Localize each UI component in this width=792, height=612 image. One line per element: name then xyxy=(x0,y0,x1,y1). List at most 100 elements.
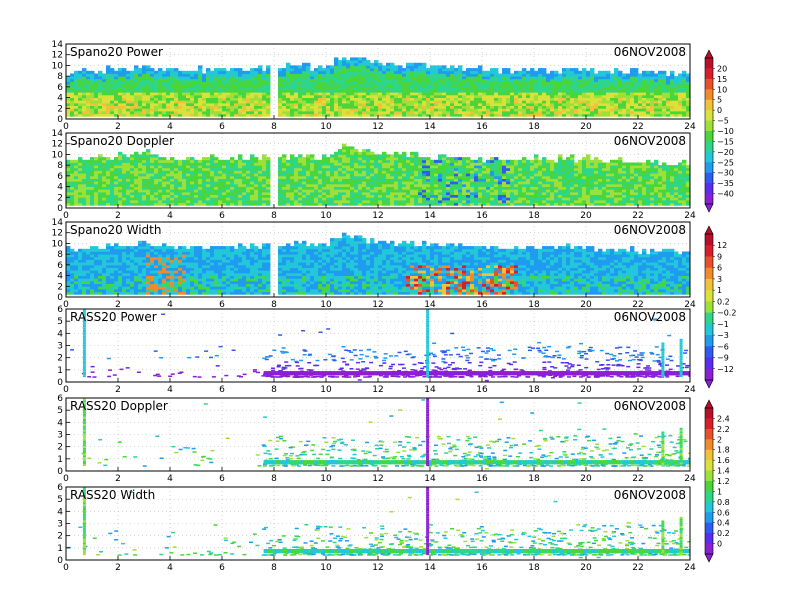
data-cell xyxy=(334,191,339,195)
data-cell xyxy=(106,167,111,171)
data-cell xyxy=(462,173,467,177)
data-cell xyxy=(158,97,163,101)
data-cell xyxy=(302,173,307,177)
data-cell xyxy=(290,108,295,112)
data-cell xyxy=(346,70,351,74)
data-cell xyxy=(526,100,531,104)
data-cell xyxy=(482,165,487,169)
data-cell xyxy=(474,202,479,206)
data-cell xyxy=(78,84,83,88)
data-cell xyxy=(490,175,495,179)
data-cell xyxy=(66,175,71,179)
data-cell xyxy=(398,181,403,185)
data-cell xyxy=(146,81,151,85)
data-cell xyxy=(514,73,519,77)
data-cell xyxy=(230,100,235,104)
data-cell xyxy=(294,194,299,198)
data-cell xyxy=(510,97,515,101)
data-cell xyxy=(378,200,383,204)
data-cell xyxy=(490,68,495,72)
data-cell xyxy=(406,167,411,171)
data-cell xyxy=(334,194,339,198)
data-cell xyxy=(98,89,103,93)
data-cell xyxy=(286,159,291,163)
data-cell xyxy=(118,186,123,190)
data-cell xyxy=(318,183,323,187)
data-cell xyxy=(434,89,439,93)
data-cell xyxy=(502,202,507,206)
data-cell xyxy=(102,76,107,80)
data-cell xyxy=(442,181,447,185)
data-cell xyxy=(438,105,443,109)
data-cell xyxy=(74,84,79,88)
data-cell xyxy=(662,111,667,115)
data-cell xyxy=(498,102,503,106)
data-cell xyxy=(266,86,271,90)
data-cell xyxy=(90,97,95,101)
data-cell xyxy=(434,70,439,74)
data-cell xyxy=(138,175,143,179)
data-cell xyxy=(314,102,319,106)
data-cell xyxy=(498,175,503,179)
data-cell xyxy=(74,200,79,204)
data-cell xyxy=(510,108,515,112)
data-cell xyxy=(406,81,411,85)
data-cell xyxy=(90,159,95,163)
data-cell xyxy=(514,191,519,195)
data-cell xyxy=(246,197,251,201)
data-cell xyxy=(178,181,183,185)
data-cell xyxy=(462,186,467,190)
data-cell xyxy=(562,76,567,80)
data-cell xyxy=(246,200,251,204)
data-cell xyxy=(226,178,231,182)
data-cell xyxy=(98,70,103,74)
data-cell xyxy=(82,200,87,204)
data-cell xyxy=(154,111,159,115)
data-cell xyxy=(102,162,107,166)
data-cell xyxy=(262,159,267,163)
data-cell xyxy=(78,186,83,190)
data-cell xyxy=(382,113,387,117)
data-cell xyxy=(366,92,371,96)
data-cell xyxy=(526,111,531,115)
data-cell xyxy=(210,159,215,163)
data-cell xyxy=(282,102,287,106)
data-cell xyxy=(398,159,403,163)
data-cell xyxy=(446,97,451,101)
data-cell xyxy=(570,68,575,72)
data-cell xyxy=(638,84,643,88)
data-cell xyxy=(654,94,659,98)
data-cell xyxy=(426,78,431,82)
data-cell xyxy=(126,97,131,101)
data-cell xyxy=(478,92,483,96)
data-cell xyxy=(394,175,399,179)
data-cell xyxy=(486,178,491,182)
data-cell xyxy=(234,105,239,109)
data-cell xyxy=(350,97,355,101)
data-cell xyxy=(110,197,115,201)
data-cell xyxy=(466,157,471,161)
data-cell xyxy=(114,73,119,77)
data-cell xyxy=(494,108,499,112)
data-cell xyxy=(350,92,355,96)
data-cell xyxy=(150,111,155,115)
data-cell xyxy=(334,108,339,112)
data-cell xyxy=(430,189,435,193)
data-cell xyxy=(166,81,171,85)
data-cell xyxy=(126,105,131,109)
data-cell xyxy=(174,183,179,187)
data-cell xyxy=(246,102,251,106)
data-cell xyxy=(490,100,495,104)
data-cell xyxy=(506,181,511,185)
data-cell xyxy=(370,65,375,69)
data-cell xyxy=(546,86,551,90)
data-cell xyxy=(358,173,363,177)
data-cell xyxy=(354,57,359,61)
data-cell xyxy=(362,197,367,201)
data-cell xyxy=(226,189,231,193)
data-cell xyxy=(310,200,315,204)
data-cell xyxy=(314,78,319,82)
data-cell xyxy=(142,89,147,93)
data-cell xyxy=(118,68,123,72)
data-cell xyxy=(418,191,423,195)
